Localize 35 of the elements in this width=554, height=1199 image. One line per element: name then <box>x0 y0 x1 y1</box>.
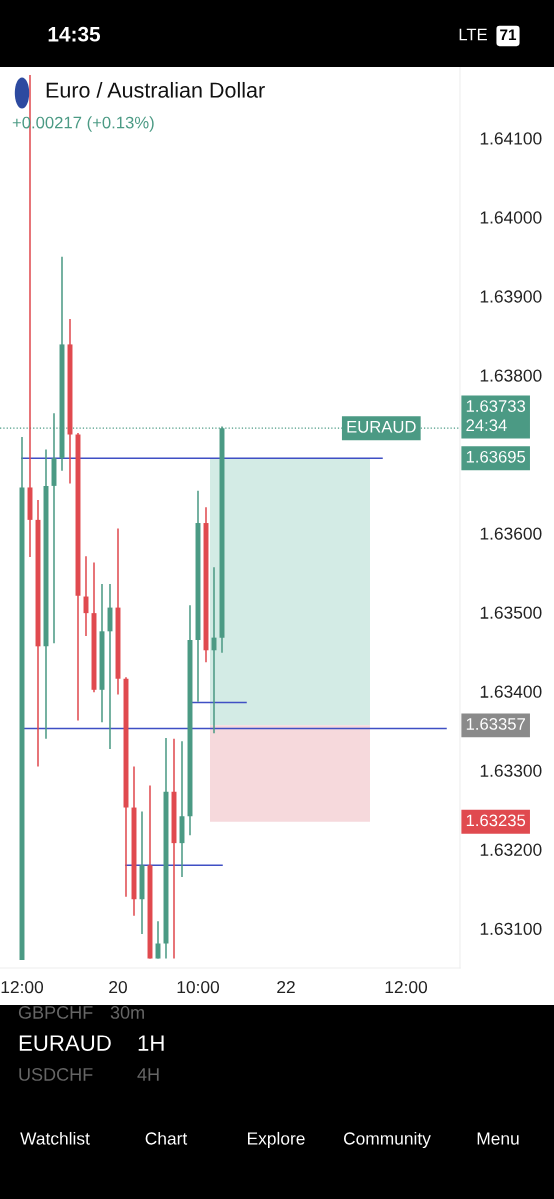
text: Explore <box>247 1131 305 1149</box>
x-tick-label: 12:00 <box>385 980 428 994</box>
text: 1H <box>138 1035 164 1051</box>
text: GBPCHF <box>18 1006 93 1019</box>
y-tick-label: 1.63200 <box>480 843 542 856</box>
ref-line-label: 1.63733 24:34 <box>466 400 526 432</box>
x-tick-label: 12:00 <box>1 980 44 994</box>
text: USDCHF <box>19 1068 93 1081</box>
y-tick-label: 1.63300 <box>480 764 542 777</box>
text: 1.63695 <box>466 450 526 463</box>
y-tick-label: 1.63800 <box>480 369 542 382</box>
text: 14:35 <box>48 26 101 42</box>
y-tick-label: 1.63500 <box>480 606 542 619</box>
text: 71 <box>500 29 517 40</box>
text: Euro / Australian Dollar <box>46 81 265 98</box>
text: 1.63235 <box>466 814 526 827</box>
x-tick-label: 22 <box>277 980 295 994</box>
text: 4H <box>137 1068 159 1081</box>
text: Community <box>343 1131 431 1149</box>
y-tick-label: 1.63900 <box>480 290 542 303</box>
text: Chart <box>145 1131 188 1145</box>
y-tick-label: 1.64000 <box>480 211 542 224</box>
y-tick-label: 1.64100 <box>480 132 542 145</box>
x-tick-label: 20 <box>109 980 127 994</box>
y-tick-label: 1.63600 <box>480 527 542 540</box>
x-tick-label: 10:00 <box>177 980 220 994</box>
text: Watchlist <box>20 1131 90 1145</box>
text: 30m <box>110 1006 144 1019</box>
text: LTE <box>459 28 487 41</box>
text: EURAUD <box>19 1035 111 1051</box>
y-tick-label: 1.63100 <box>480 922 542 935</box>
y-tick-label: 1.63400 <box>480 685 542 698</box>
text: Menu <box>477 1132 519 1145</box>
annotation: EURAUD <box>347 421 416 433</box>
text: 1.63357 <box>466 718 525 730</box>
